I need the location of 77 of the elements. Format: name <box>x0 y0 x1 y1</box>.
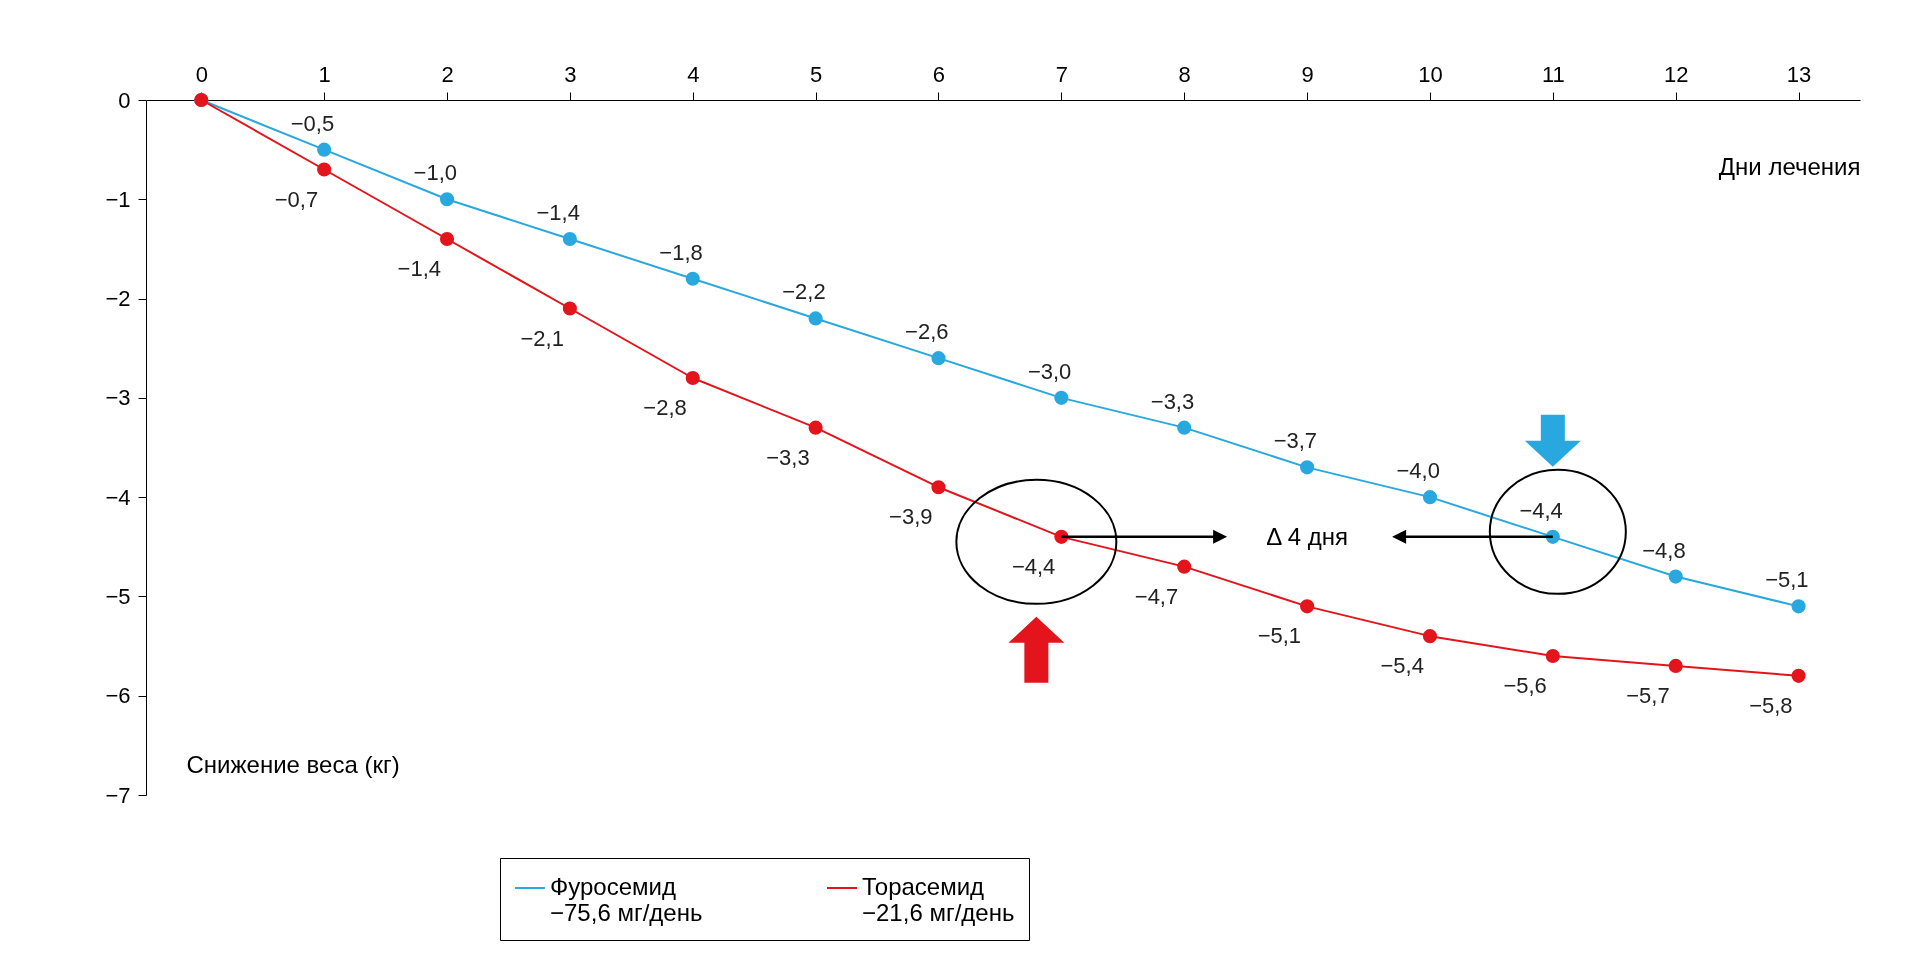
y-tick-label: −2 <box>105 286 131 312</box>
data-label: −5,4 <box>1380 653 1424 679</box>
x-tick-label: 13 <box>1786 61 1812 87</box>
y-tick-label: −3 <box>105 385 131 411</box>
point <box>1177 420 1192 435</box>
x-tick-label: 2 <box>441 61 454 87</box>
point <box>1791 668 1806 683</box>
point <box>1300 460 1315 475</box>
point <box>1054 390 1069 405</box>
y-tick-label: −7 <box>105 782 131 808</box>
y-tick-label: −4 <box>105 484 131 510</box>
point <box>1668 569 1683 584</box>
x-tick-label: 9 <box>1301 61 1314 87</box>
x-tick-label: 3 <box>564 61 577 87</box>
data-label: −2,1 <box>520 325 564 351</box>
x-tick-label: 6 <box>932 61 946 87</box>
point <box>685 370 700 386</box>
y-tick-label: −5 <box>105 583 131 609</box>
x-tick-label: 12 <box>1663 61 1689 87</box>
data-label: −2,8 <box>643 395 687 420</box>
y-tick-label: 0 <box>118 87 131 113</box>
data-label: −4,8 <box>1642 537 1686 563</box>
data-label: −4,0 <box>1396 458 1440 484</box>
data-label: −1,8 <box>659 239 703 265</box>
data-label: −3,9 <box>889 504 933 530</box>
data-label: −5,1 <box>1257 623 1302 649</box>
data-label: −4,7 <box>1134 583 1179 609</box>
x-tick-label: 10 <box>1418 61 1443 87</box>
x-tick-label: 11 <box>1541 61 1565 87</box>
point <box>439 192 455 207</box>
x-tick-label: 8 <box>1178 61 1191 87</box>
point <box>931 480 946 495</box>
data-label: −1,0 <box>413 160 458 186</box>
data-label: −1,4 <box>536 200 580 225</box>
x-axis-title: Дни лечения <box>1718 152 1861 180</box>
point <box>1422 629 1438 644</box>
data-label: −3,3 <box>766 444 810 470</box>
x-tick-label: 4 <box>687 61 700 87</box>
x-tick-label: 7 <box>1055 61 1068 87</box>
point <box>1422 490 1438 505</box>
point <box>562 301 577 316</box>
data-label: −5,6 <box>1503 673 1547 698</box>
point <box>931 351 946 366</box>
point <box>317 162 332 177</box>
point <box>1177 559 1192 574</box>
point <box>439 231 455 247</box>
data-label: −3,7 <box>1273 428 1318 454</box>
data-label: −5,8 <box>1749 692 1793 718</box>
x-tick-label: 5 <box>810 61 823 87</box>
y-tick-label: −1 <box>105 186 131 212</box>
y-axis-title: Снижение веса (кг) <box>186 750 400 778</box>
data-label: −2,2 <box>782 279 826 305</box>
point <box>562 231 577 247</box>
annotation: Δ 4 дня <box>1266 522 1348 550</box>
data-label: −0,7 <box>274 186 319 212</box>
legend-label: Торасемид −21,6 мг/день <box>862 873 1015 926</box>
x-tick-label: 1 <box>318 61 331 87</box>
legend-label: Фуросемид −75,6 мг/день <box>550 873 703 926</box>
x-tick-label: 0 <box>195 61 208 87</box>
data-label: −3,0 <box>1027 358 1072 384</box>
point <box>317 142 332 157</box>
data-label: −5,1 <box>1765 567 1809 593</box>
point <box>1668 658 1683 673</box>
data-label: −1,4 <box>397 256 442 281</box>
point <box>808 311 823 326</box>
data-label: −4,4 <box>1011 553 1056 579</box>
y-tick-label: −6 <box>105 683 131 709</box>
point <box>1545 648 1560 664</box>
point <box>808 420 823 435</box>
point <box>1300 599 1315 614</box>
data-label: −0,5 <box>290 110 335 136</box>
data-label: −2,6 <box>905 319 949 345</box>
data-label: −5,7 <box>1626 682 1670 708</box>
data-label: −3,3 <box>1150 388 1195 414</box>
point <box>685 271 700 286</box>
point <box>1791 599 1806 614</box>
data-label: −4,4 <box>1519 497 1563 523</box>
